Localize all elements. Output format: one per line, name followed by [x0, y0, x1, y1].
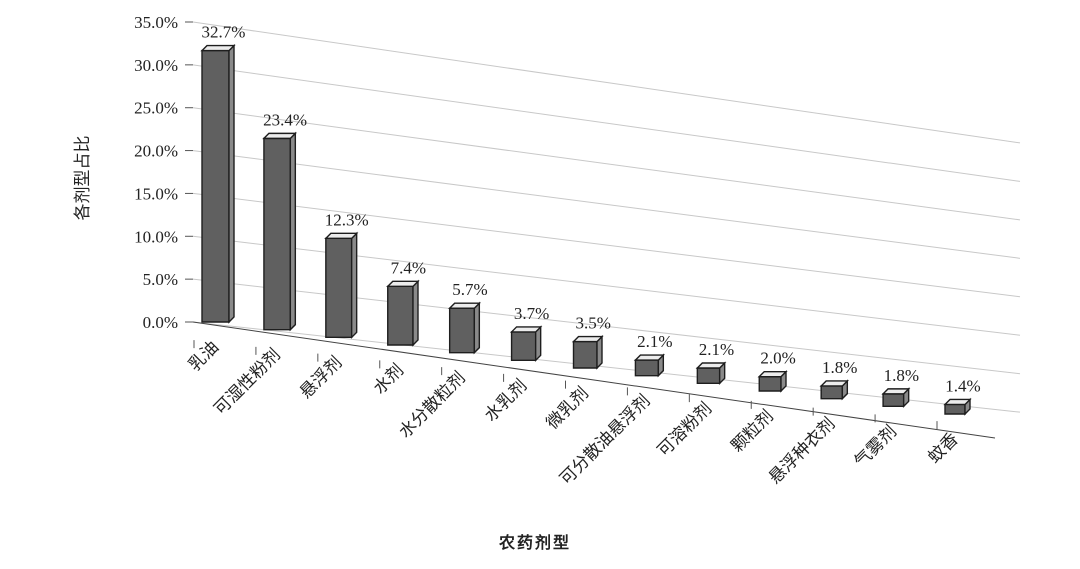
bar-side	[289, 131, 297, 332]
bar	[447, 301, 482, 355]
bar-front	[448, 307, 476, 354]
y-tick-label: 20.0%	[134, 142, 178, 161]
data-label: 1.8%	[822, 358, 857, 377]
bar-side	[350, 231, 358, 340]
bar	[943, 397, 972, 416]
bar-front	[263, 137, 292, 331]
bar	[200, 43, 236, 324]
y-tick-label: 30.0%	[134, 56, 178, 75]
gridline	[192, 150, 1021, 259]
data-label: 12.3%	[325, 210, 369, 229]
category-label: 水剂	[370, 360, 408, 398]
data-label: 3.7%	[514, 304, 549, 323]
category-label: 水分散粒剂	[395, 368, 469, 442]
data-label: 5.7%	[452, 280, 487, 299]
bar	[695, 361, 727, 386]
bar-front	[820, 385, 844, 400]
bar	[262, 131, 298, 332]
bar	[757, 369, 788, 393]
bar-front	[758, 375, 782, 392]
gridline	[192, 21, 1021, 144]
y-tick-label: 5.0%	[143, 270, 178, 289]
data-label: 1.4%	[945, 376, 980, 395]
data-label: 3.5%	[576, 314, 611, 333]
y-tick-label: 0.0%	[143, 313, 178, 332]
bar-top	[386, 280, 420, 288]
data-label: 7.4%	[391, 258, 426, 277]
bar-front	[325, 237, 353, 339]
gridline	[192, 107, 1021, 221]
data-labels: 32.7% 23.4% 12.3% 7.4% 5.7% 3.7% 3.5% 2.1% 2.1% 2…	[202, 23, 981, 396]
bar-side	[473, 301, 481, 355]
bar-top	[571, 335, 604, 343]
category-label: 气雾剂	[851, 422, 901, 472]
category-label: 蚊香	[924, 429, 962, 467]
bar	[324, 231, 359, 340]
bar-top	[447, 302, 482, 309]
bar-front	[572, 340, 598, 369]
y-tick-labels: 0.0% 5.0% 10.0% 15.0% 20.0% 25.0% 30.0% 35.0%	[134, 13, 178, 332]
bar	[571, 334, 604, 370]
x-axis-line	[192, 321, 996, 439]
category-label: 可湿性粉剂	[210, 345, 284, 419]
y-tick-label: 15.0%	[134, 184, 178, 203]
data-label: 2.0%	[760, 349, 795, 368]
data-label: 2.1%	[699, 340, 734, 359]
x-axis-title: 农药剂型	[498, 533, 571, 552]
category-label: 悬浮剂	[296, 353, 346, 403]
bar	[386, 279, 420, 347]
bar-front	[634, 359, 660, 377]
bar	[633, 353, 666, 378]
y-axis-title: 各剂型占比	[73, 136, 93, 221]
bars	[200, 43, 972, 416]
gridline	[192, 64, 1021, 182]
bar-top	[200, 44, 236, 52]
data-label: 2.1%	[637, 332, 672, 351]
gridline	[192, 192, 1021, 298]
bar-top	[509, 326, 543, 333]
y-tick-label: 35.0%	[134, 13, 178, 32]
bar-front	[201, 49, 230, 323]
data-label: 23.4%	[263, 110, 307, 129]
bar	[509, 325, 543, 363]
bar-side	[412, 279, 419, 347]
bar-top	[943, 398, 972, 406]
bar-top	[324, 232, 359, 240]
bar	[881, 387, 911, 409]
data-label: 32.7%	[202, 23, 246, 42]
y-tick-label: 10.0%	[134, 227, 178, 246]
category-label: 悬浮种衣剂	[765, 414, 839, 488]
category-label: 微乳剂	[543, 383, 593, 433]
bar	[819, 379, 850, 401]
bar-top	[633, 354, 666, 361]
bar-side	[228, 43, 235, 324]
bar-front	[882, 393, 905, 408]
category-label: 可溶粉剂	[654, 399, 716, 461]
bar-top	[695, 362, 727, 369]
data-label: 1.8%	[884, 366, 919, 385]
bar-front	[510, 331, 537, 362]
category-label: 水乳剂	[481, 376, 531, 426]
bar-top	[262, 132, 298, 140]
bar-top	[819, 380, 850, 387]
category-label: 乳油	[185, 337, 223, 375]
bar-front	[944, 403, 966, 415]
bar-front	[696, 367, 721, 385]
y-tick-label: 25.0%	[134, 99, 178, 118]
bar-top	[757, 370, 788, 378]
bar-top	[881, 388, 911, 395]
bar-front	[387, 285, 414, 346]
category-label: 颗粒剂	[727, 406, 777, 456]
